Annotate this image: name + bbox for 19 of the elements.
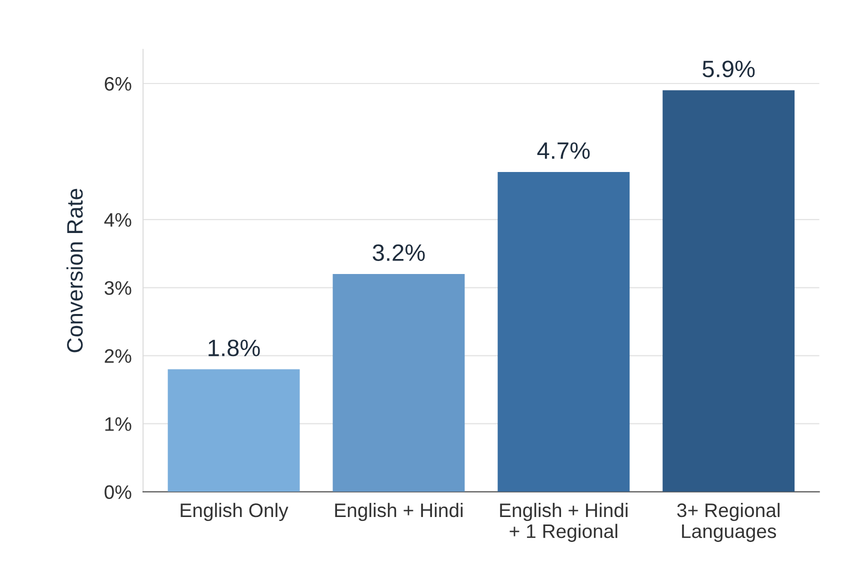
y-axis-title: Conversion Rate — [66, 188, 83, 352]
y-tick-label: 0% — [104, 485, 132, 500]
y-tick-label: 2% — [104, 349, 132, 363]
x-tick-label: English + Hindi — [335, 502, 463, 522]
data-label: 1.8% — [208, 340, 260, 356]
bar — [332, 274, 465, 492]
y-tick-label: 3% — [104, 281, 132, 295]
x-tick-label: English Only — [180, 502, 288, 522]
y-tick-label: 6% — [104, 76, 132, 91]
y-tick-label: 1% — [105, 417, 132, 431]
x-tick-label: English + Hindi + 1 Regional — [500, 502, 628, 542]
y-tick-label: 4% — [104, 213, 132, 227]
bar — [662, 90, 795, 492]
x-tick-label: 3+ Regional Languages — [677, 502, 780, 542]
bar — [498, 172, 630, 492]
data-label: 3.2% — [372, 244, 425, 262]
bar — [168, 369, 300, 492]
data-label: 4.7% — [537, 142, 590, 159]
data-label: 5.9% — [702, 60, 755, 78]
